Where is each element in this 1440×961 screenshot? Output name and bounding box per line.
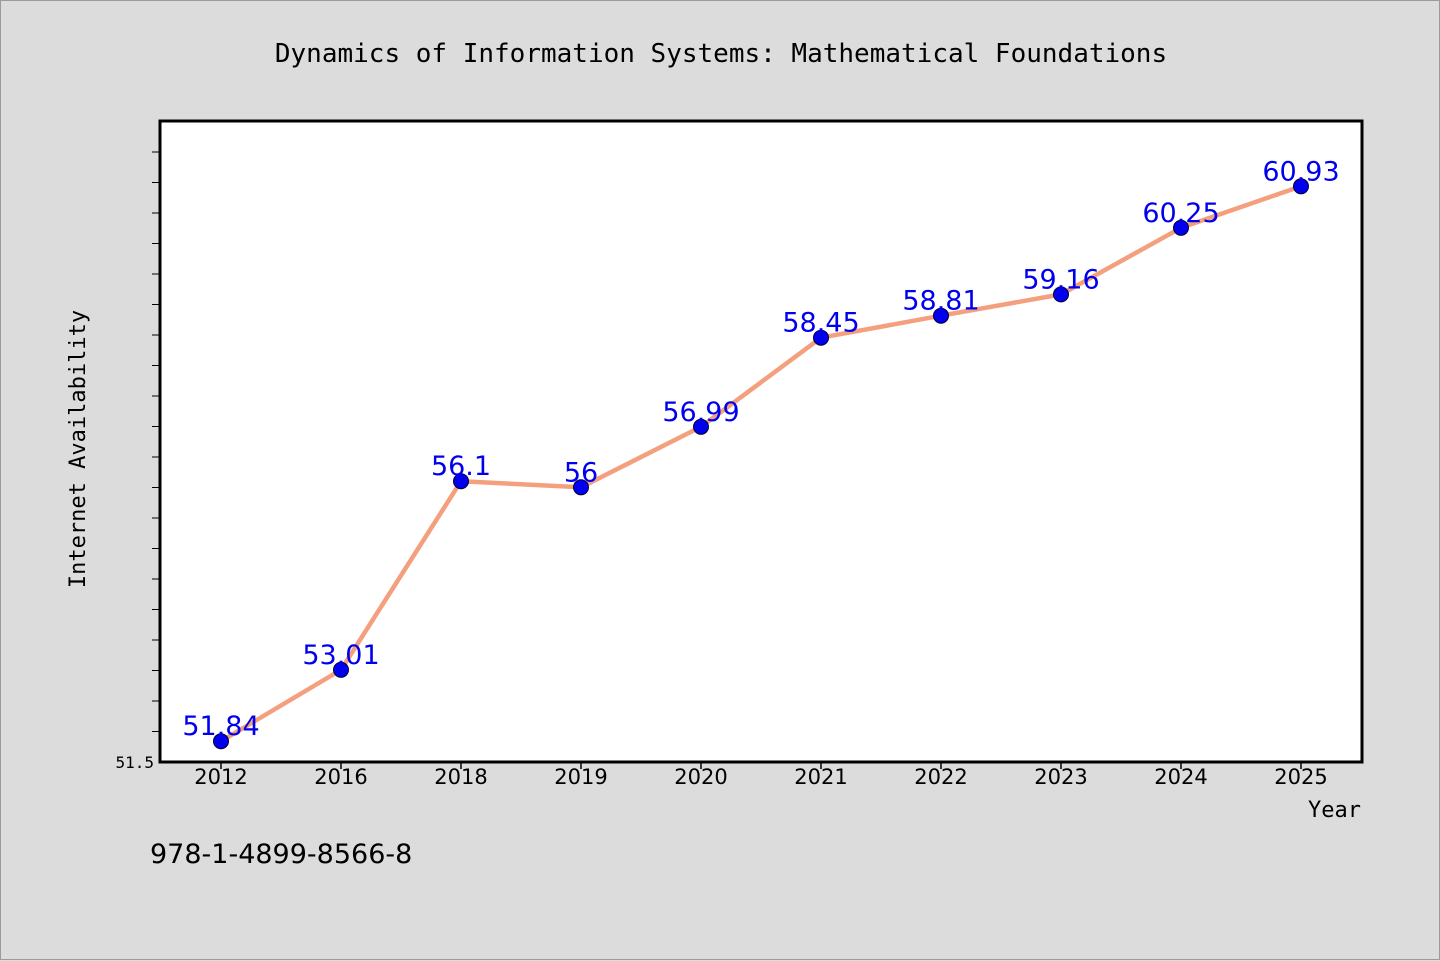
data-label: 60.93 [1262, 156, 1339, 187]
data-point [693, 418, 709, 435]
data-point [213, 733, 229, 750]
plot-area [158, 119, 1364, 764]
data-point [1053, 286, 1069, 303]
data-point [1173, 219, 1189, 236]
data-label: 59.16 [1022, 264, 1099, 295]
x-tick-label: 2019 [554, 765, 607, 789]
data-point [813, 329, 829, 346]
y-axis-ticks [152, 151, 160, 732]
isbn-text: 978-1-4899-8566-8 [150, 839, 412, 870]
x-tick-label: 2022 [914, 765, 967, 789]
y-axis-label: Internet Availability [66, 310, 91, 588]
data-label: 60.25 [1142, 198, 1219, 229]
data-label: 56 [564, 457, 598, 488]
data-labels: 51.84 53.01 56.1 56 56.99 58.45 58.81 59.16 60.2… [182, 156, 1339, 742]
x-tick-label: 2025 [1274, 765, 1327, 789]
data-markers [213, 178, 1309, 750]
chart-title: Dynamics of Information Systems: Mathema… [275, 39, 1167, 69]
y-axis-tick-labels: 51.5 [115, 753, 154, 772]
data-point [573, 479, 589, 496]
x-tick-label: 2020 [674, 765, 727, 789]
data-label: 56.1 [431, 451, 491, 482]
x-tick-label: 2024 [1154, 765, 1207, 789]
data-point [333, 661, 349, 678]
data-label: 53.01 [302, 640, 379, 671]
x-tick-label: 2018 [434, 765, 487, 789]
data-label: 51.84 [182, 711, 259, 742]
x-axis-label: Year [1308, 798, 1361, 823]
x-tick-label: 2021 [794, 765, 847, 789]
x-tick-label: 2023 [1034, 765, 1087, 789]
data-point [453, 473, 469, 490]
y-tick-label: 51.5 [115, 753, 154, 772]
series-line [218, 184, 1304, 744]
data-label: 58.81 [902, 286, 979, 317]
data-point [933, 307, 949, 324]
x-tick-label: 2012 [194, 765, 247, 789]
x-axis-tick-labels: 2012 2016 2018 2019 2020 2021 2022 2023 2024 2025 [194, 765, 1327, 789]
data-label: 56.99 [662, 397, 739, 428]
x-tick-label: 2016 [314, 765, 367, 789]
data-point [1293, 178, 1309, 195]
data-label: 58.45 [782, 308, 859, 339]
x-axis-ticks [220, 762, 1302, 769]
